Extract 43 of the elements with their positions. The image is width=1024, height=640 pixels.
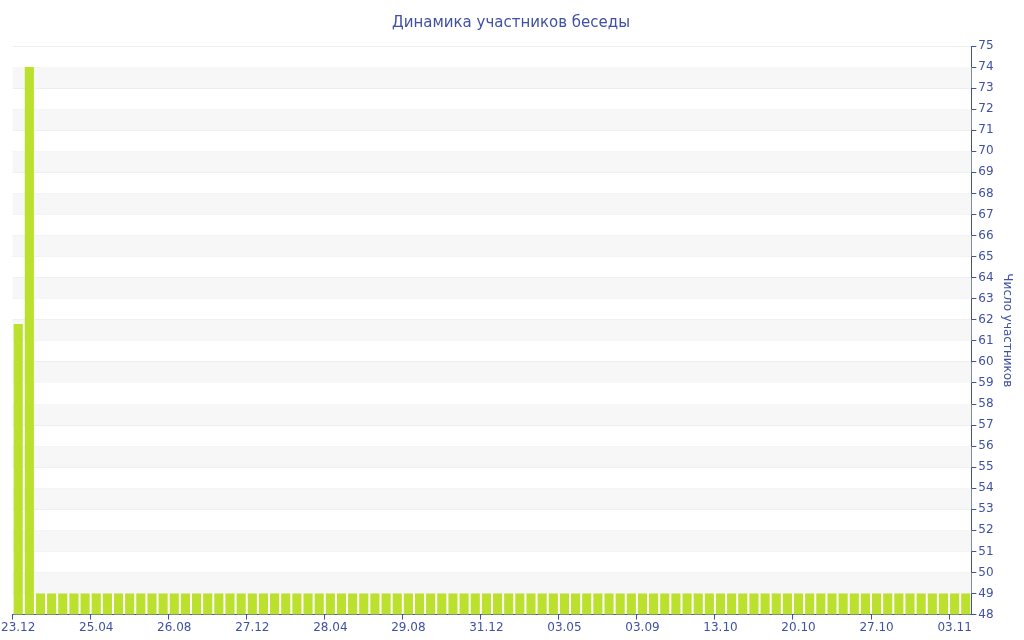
y-tick-label: 57 <box>978 417 994 432</box>
y-tick-label: 60 <box>978 354 994 369</box>
y-tick-label: 48 <box>978 606 994 621</box>
y-tick-label: 54 <box>978 480 994 495</box>
y-tick-label: 72 <box>978 101 994 116</box>
x-tick-label: 13.10 <box>703 619 738 634</box>
y-tick-label: 73 <box>978 80 994 95</box>
x-tick-label: 03.05 <box>547 619 582 634</box>
y-tick-label: 51 <box>978 543 994 558</box>
x-tick-label: 25.04 <box>79 619 114 634</box>
y-tick-label: 74 <box>978 59 994 74</box>
x-tick-label: 23.12 <box>1 619 36 634</box>
y-tick-label: 49 <box>978 585 994 600</box>
y-tick-label: 71 <box>978 122 994 137</box>
y-tick-label: 68 <box>978 185 994 200</box>
x-tick-label: 03.11 <box>937 619 972 634</box>
chart-title: Динамика участников беседы <box>391 12 631 31</box>
x-tick-label: 28.04 <box>313 619 348 634</box>
y-tick-label: 55 <box>978 459 994 474</box>
y-tick-label: 58 <box>978 396 994 411</box>
x-tick-label: 29.08 <box>391 619 426 634</box>
y-tick-label: 52 <box>978 522 994 537</box>
y-tick-label: 50 <box>978 564 994 579</box>
y-tick-label: 53 <box>978 501 994 516</box>
x-tick-label: 27.10 <box>859 619 894 634</box>
y-tick-label: 56 <box>978 438 994 453</box>
x-tick-label: 20.10 <box>781 619 816 634</box>
y-tick-label: 59 <box>978 375 994 390</box>
x-tick-label: 03.09 <box>625 619 660 634</box>
y-axis-title: Число участников <box>1000 273 1015 388</box>
x-tick-label: 31.12 <box>469 619 504 634</box>
x-tick-label: 26.08 <box>157 619 192 634</box>
y-tick-label: 67 <box>978 206 994 221</box>
x-tick-label: 27.12 <box>235 619 270 634</box>
y-tick-label: 61 <box>978 332 994 347</box>
y-tick-label: 65 <box>978 248 994 263</box>
y-tick-label: 63 <box>978 290 994 305</box>
y-tick-label: 75 <box>978 38 994 53</box>
y-tick-label: 62 <box>978 311 994 326</box>
y-tick-label: 69 <box>978 164 994 179</box>
y-tick-label: 66 <box>978 227 994 242</box>
y-tick-label: 70 <box>978 143 994 158</box>
y-tick-label: 64 <box>978 269 994 284</box>
